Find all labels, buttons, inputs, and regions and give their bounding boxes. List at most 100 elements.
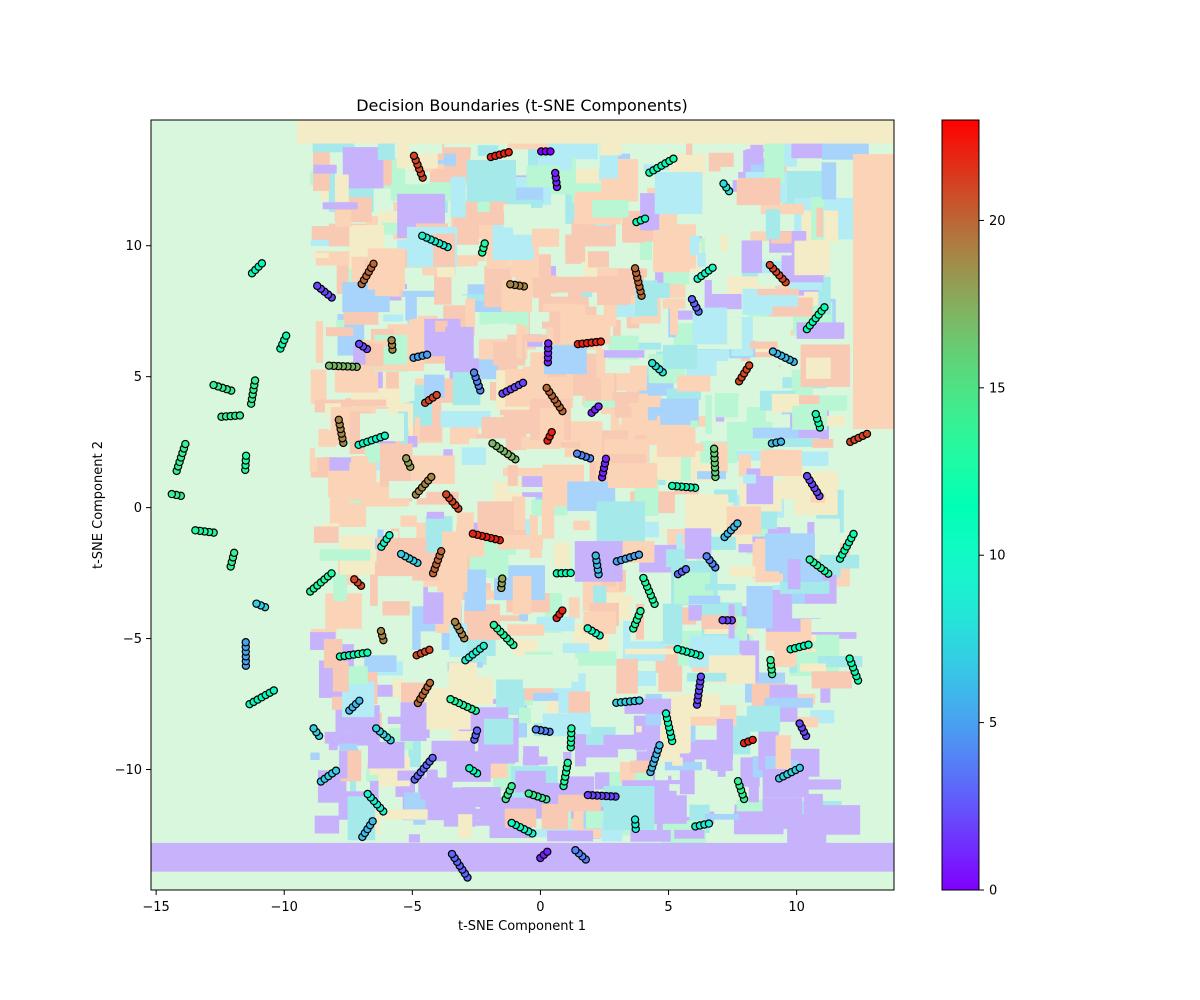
- decision-region: [465, 298, 476, 336]
- data-point: [768, 347, 778, 356]
- data-point: [630, 264, 640, 273]
- decision-region: [475, 254, 486, 262]
- data-point: [507, 782, 516, 791]
- decision-region: [547, 830, 594, 842]
- decision-region: [426, 511, 445, 519]
- data-point: [269, 686, 279, 695]
- decision-region: [324, 731, 359, 744]
- y-tick-label: −10: [115, 763, 142, 778]
- data-point: [583, 624, 592, 633]
- decision-region: [596, 349, 606, 378]
- decision-region: [408, 834, 420, 843]
- data-point: [634, 550, 644, 559]
- decision-region: [764, 138, 785, 184]
- decision-region: [674, 829, 705, 839]
- decision-region: [545, 275, 557, 294]
- data-point: [498, 574, 507, 583]
- decision-region: [773, 633, 797, 668]
- decision-region: [437, 263, 455, 278]
- x-tick-label: −15: [142, 900, 169, 915]
- decision-region: [750, 357, 779, 395]
- data-point: [427, 472, 436, 482]
- decision-region: [391, 290, 435, 297]
- decision-region: [672, 757, 683, 766]
- decision-region: [660, 603, 683, 645]
- decision-region: [414, 417, 421, 444]
- decision-region: [503, 467, 545, 477]
- decision-region: [662, 344, 698, 369]
- data-point: [630, 815, 640, 824]
- data-point: [479, 641, 488, 651]
- decision-region: [383, 314, 404, 322]
- data-point: [372, 724, 381, 733]
- decision-region: [311, 226, 335, 240]
- decision-region: [454, 787, 487, 795]
- data-point: [765, 260, 775, 270]
- decision-region: [400, 702, 427, 742]
- decision-region: [565, 234, 582, 264]
- decision-region: [533, 692, 574, 702]
- decision-region: [596, 281, 628, 306]
- decision-region: [309, 448, 318, 473]
- data-point: [542, 383, 551, 393]
- chart-title: Decision Boundaries (t-SNE Components): [356, 96, 688, 115]
- decision-region: [607, 463, 658, 489]
- data-point: [235, 411, 245, 420]
- decision-region: [503, 204, 532, 228]
- data-point: [744, 361, 754, 370]
- decision-region: [567, 147, 596, 155]
- data-point: [719, 179, 728, 188]
- data-point: [468, 529, 478, 538]
- decision-region: [733, 811, 784, 835]
- data-point: [191, 526, 200, 535]
- data-point: [673, 644, 682, 654]
- decision-region: [708, 152, 734, 172]
- decision-region: [558, 794, 601, 812]
- decision-region: [310, 752, 320, 761]
- decision-region: [636, 725, 642, 733]
- data-point: [369, 259, 378, 269]
- decision-region: [779, 580, 830, 594]
- decision-region: [821, 162, 837, 200]
- data-point: [252, 599, 261, 608]
- decision-region: [313, 526, 339, 544]
- decision-region: [556, 441, 581, 448]
- decision-region: [714, 393, 739, 418]
- decision-region: [399, 373, 415, 401]
- data-point: [432, 390, 441, 400]
- decision-region: [536, 616, 575, 632]
- decision-region: [646, 729, 657, 769]
- decision-region: [816, 207, 824, 237]
- data-point: [655, 741, 664, 750]
- decision-region: [690, 420, 699, 428]
- data-point: [733, 519, 742, 528]
- data-point: [363, 789, 372, 799]
- x-tick-label: 0: [536, 900, 544, 915]
- x-tick-label: −5: [403, 900, 422, 915]
- decision-region: [653, 230, 690, 273]
- data-point: [543, 847, 552, 856]
- decision-region: [369, 780, 379, 801]
- x-tick-label: −10: [271, 900, 298, 915]
- decision-region: [760, 449, 802, 477]
- data-point: [209, 380, 218, 390]
- data-point: [708, 263, 717, 272]
- data-point: [167, 489, 176, 499]
- decision-region: [397, 770, 425, 781]
- decision-region: [670, 298, 679, 335]
- decision-region: [787, 559, 801, 590]
- decision-region: [426, 769, 438, 795]
- decision-region: [803, 793, 823, 822]
- decision-region: [811, 671, 852, 689]
- decision-region: [729, 566, 776, 578]
- decision-region: [758, 730, 766, 770]
- decision-region: [563, 751, 572, 761]
- decision-region: [688, 595, 721, 605]
- data-point: [442, 490, 451, 499]
- decision-region: [364, 655, 397, 672]
- decision-region: [579, 439, 599, 454]
- plot-frame: [150, 119, 895, 891]
- x-tick-label: 5: [664, 900, 672, 915]
- colorbar-tick-label: 5: [989, 716, 997, 731]
- decision-region: [372, 684, 406, 697]
